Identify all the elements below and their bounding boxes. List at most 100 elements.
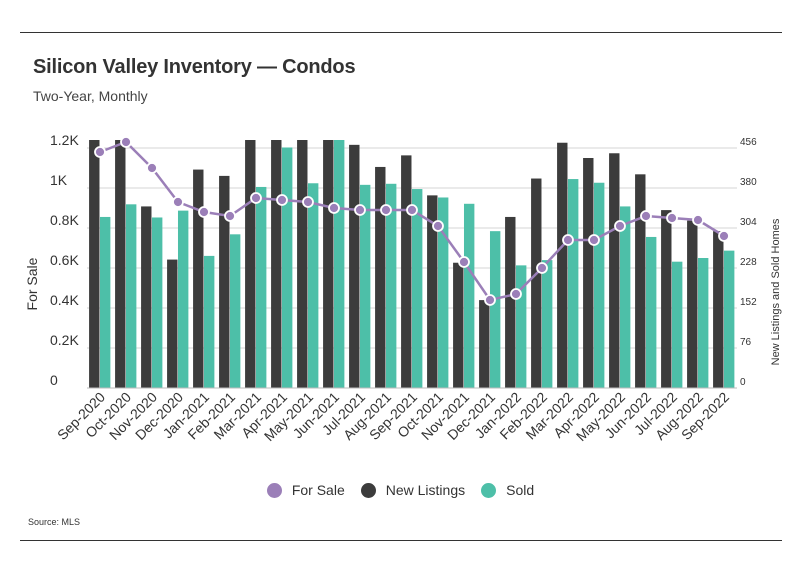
point-for-sale-17 [536, 262, 548, 274]
point-for-sale-20 [614, 220, 626, 232]
bar-sold-2 [151, 217, 163, 388]
legend-item-for-sale: For Sale [266, 482, 345, 498]
source-note: Source: MLS [28, 517, 81, 527]
bar-sold-20 [619, 206, 631, 388]
y2-tick-label-6: 456 [740, 137, 757, 148]
point-for-sale-12 [406, 204, 418, 216]
point-for-sale-0 [94, 146, 106, 158]
legend-swatch-new-listings [360, 482, 376, 498]
chart-title: Silicon Valley Inventory — Condos [33, 56, 356, 78]
legend-swatch-for-sale [266, 482, 282, 498]
y2-tick-label-2: 152 [740, 297, 757, 308]
bar-sold-22 [671, 261, 683, 388]
y2-tick-label-5: 380 [740, 177, 757, 188]
bar-new-listings-2 [141, 206, 152, 388]
point-for-sale-10 [354, 204, 366, 216]
bar-sold-8 [307, 183, 319, 388]
bar-new-listings-12 [401, 155, 412, 388]
bar-new-listings-19 [583, 158, 594, 388]
y-axis-title: For Sale [24, 257, 40, 310]
y-tick-label-4: 0.8K [50, 212, 79, 228]
bar-sold-4 [203, 255, 215, 388]
y2-tick-label-0: 0 [740, 377, 746, 388]
bar-new-listings-13 [427, 195, 438, 388]
point-for-sale-8 [302, 196, 314, 208]
point-for-sale-16 [510, 288, 522, 300]
point-for-sale-6 [250, 192, 262, 204]
chart-subtitle: Two-Year, Monthly [33, 88, 148, 104]
legend-label-new-listings: New Listings [385, 482, 466, 498]
bar-new-listings-7 [271, 140, 282, 388]
bar-new-listings-22 [661, 210, 672, 388]
point-for-sale-19 [588, 234, 600, 246]
bar-sold-9 [333, 140, 345, 388]
point-for-sale-5 [224, 210, 236, 222]
bar-sold-17 [541, 260, 553, 388]
y-tick-label-1: 0.2K [50, 332, 79, 348]
legend-label-sold: Sold [506, 482, 535, 498]
bar-new-listings-17 [531, 178, 542, 388]
bar-new-listings-8 [297, 140, 308, 388]
legend-item-sold: Sold [481, 482, 534, 498]
legend-item-new-listings: New Listings [360, 482, 466, 498]
bar-new-listings-15 [479, 300, 490, 388]
bar-new-listings-4 [193, 169, 204, 388]
point-for-sale-22 [666, 212, 678, 224]
point-for-sale-4 [198, 206, 210, 218]
point-for-sale-3 [172, 196, 184, 208]
top-rule [20, 32, 782, 33]
bar-sold-3 [177, 210, 189, 388]
bar-sold-0 [99, 216, 111, 388]
point-for-sale-2 [146, 162, 158, 174]
bar-sold-21 [645, 236, 657, 388]
point-for-sale-15 [484, 294, 496, 306]
y-tick-label-6: 1.2K [50, 132, 79, 148]
y2-axis-title: New Listings and Sold Homes [770, 218, 782, 365]
chart-legend: For Sale New Listings Sold [0, 482, 801, 498]
y-tick-label-0: 0 [50, 372, 58, 388]
y-tick-label-3: 0.6K [50, 252, 79, 268]
bar-new-listings-24 [713, 231, 724, 388]
bar-new-listings-23 [687, 220, 698, 388]
bar-sold-11 [385, 183, 397, 388]
point-for-sale-23 [692, 214, 704, 226]
bar-new-listings-21 [635, 174, 646, 388]
bar-sold-24 [723, 250, 735, 388]
bar-new-listings-9 [323, 140, 334, 388]
bottom-rule [20, 540, 782, 541]
bar-new-listings-16 [505, 216, 516, 388]
bar-new-listings-10 [349, 144, 360, 388]
y2-tick-label-1: 76 [740, 337, 752, 348]
bar-sold-16 [515, 265, 527, 388]
y2-tick-label-3: 228 [740, 257, 757, 268]
bar-sold-23 [697, 258, 709, 388]
legend-swatch-sold [481, 482, 497, 498]
bar-sold-7 [281, 147, 293, 388]
bar-new-listings-3 [167, 259, 178, 388]
bar-sold-14 [463, 203, 475, 388]
bar-sold-1 [125, 204, 137, 388]
bar-sold-5 [229, 234, 241, 388]
point-for-sale-21 [640, 210, 652, 222]
point-for-sale-13 [432, 220, 444, 232]
point-for-sale-1 [120, 136, 132, 148]
y2-tick-label-4: 304 [740, 217, 757, 228]
bar-sold-15 [489, 231, 501, 388]
bar-new-listings-1 [115, 140, 126, 388]
point-for-sale-18 [562, 234, 574, 246]
y-tick-label-2: 0.4K [50, 292, 79, 308]
point-for-sale-11 [380, 204, 392, 216]
bar-new-listings-18 [557, 142, 568, 388]
bar-new-listings-20 [609, 153, 620, 388]
bar-sold-6 [255, 186, 267, 388]
point-for-sale-14 [458, 256, 470, 268]
bar-sold-10 [359, 184, 371, 388]
legend-label-for-sale: For Sale [291, 482, 345, 498]
bar-new-listings-14 [453, 262, 464, 388]
bar-sold-13 [437, 197, 449, 388]
point-for-sale-24 [718, 230, 730, 242]
y-tick-label-5: 1K [50, 172, 68, 188]
bar-sold-12 [411, 189, 423, 388]
bar-sold-18 [567, 179, 579, 388]
